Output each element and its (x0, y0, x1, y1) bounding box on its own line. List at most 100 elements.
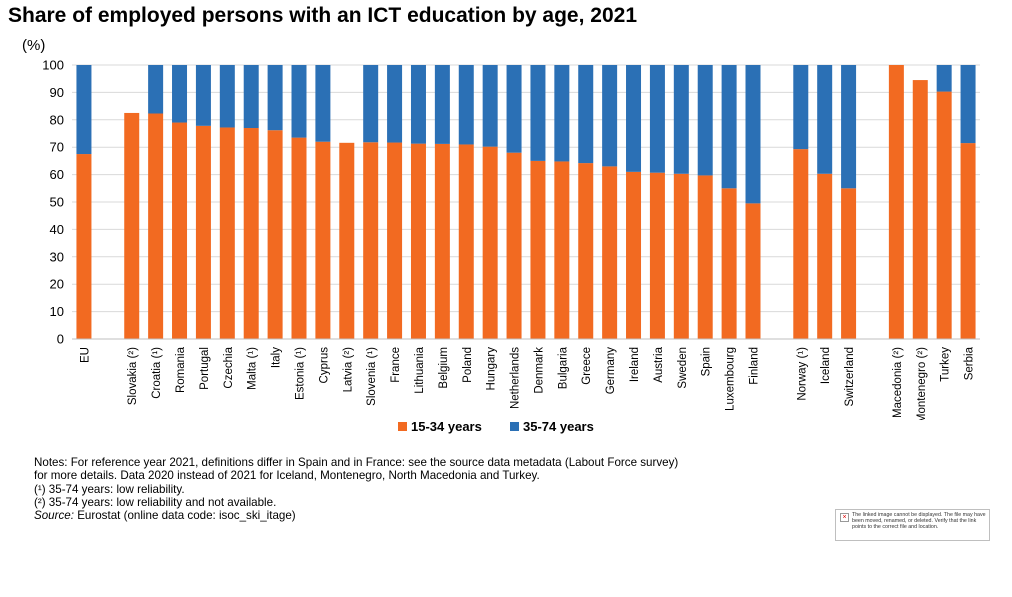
y-tick-label: 70 (50, 140, 64, 155)
bar-15-34 (960, 143, 976, 339)
x-tick-label: Luxembourg (725, 347, 737, 411)
bar-15-34 (649, 172, 665, 339)
bar-35-74 (841, 65, 857, 189)
bar-35-74 (387, 65, 403, 143)
x-tick-label: Montenegro (²) (916, 347, 928, 420)
x-tick-label: Czechia (223, 346, 235, 388)
y-tick-label: 60 (50, 167, 64, 182)
bar-15-34 (148, 113, 164, 339)
bar-35-74 (291, 65, 307, 138)
bar-15-34 (172, 122, 188, 339)
legend-item-young: 15-34 years (398, 419, 482, 434)
bar-15-34 (387, 142, 403, 339)
notes: Notes: For reference year 2021, definiti… (34, 456, 678, 522)
x-tick-label: Croatia (¹) (151, 347, 163, 399)
bar-15-34 (434, 143, 450, 339)
y-tick-label: 0 (57, 332, 64, 347)
x-tick-label: Norway (¹) (796, 347, 808, 401)
x-tick-label: Finland (749, 347, 761, 385)
bar-15-34 (76, 154, 92, 339)
bar-35-74 (530, 65, 546, 161)
x-tick-label: Germany (605, 347, 617, 395)
y-tick-label: 20 (50, 277, 64, 292)
x-tick-label: Bulgaria (557, 346, 569, 389)
y-tick-label: 100 (42, 58, 64, 73)
x-tick-label: Sweden (677, 347, 689, 389)
y-tick-label: 80 (50, 112, 64, 127)
bar-35-74 (626, 65, 642, 172)
bar-15-34 (554, 161, 570, 339)
x-tick-label: Denmark (533, 347, 545, 394)
bar-35-74 (936, 65, 952, 92)
x-tick-label: Switzerland (844, 347, 856, 406)
bar-35-74 (793, 65, 809, 150)
y-tick-label: 10 (50, 304, 64, 319)
x-tick-label: Iceland (820, 347, 832, 384)
legend-swatch-old (510, 422, 519, 431)
bar-35-74 (434, 65, 450, 144)
x-tick-label: Latvia (²) (342, 347, 354, 393)
bar-15-34 (363, 142, 379, 339)
bar-35-74 (148, 65, 164, 114)
bar-15-34 (506, 152, 522, 339)
x-tick-label: Malta (¹) (247, 347, 259, 390)
bar-15-34 (578, 163, 594, 339)
x-tick-label: Hungary (486, 347, 498, 391)
broken-image-icon: × (840, 513, 849, 522)
bar-15-34 (817, 173, 833, 339)
source-line: Source: Eurostat (online data code: isoc… (34, 509, 678, 522)
x-tick-label: Slovakia (²) (127, 347, 139, 405)
bar-35-74 (554, 65, 570, 162)
x-tick-label: Greece (581, 347, 593, 385)
bar-15-34 (697, 175, 713, 339)
bar-15-34 (410, 143, 426, 339)
bar-35-74 (458, 65, 474, 145)
bar-35-74 (578, 65, 594, 164)
y-tick-label: 40 (50, 222, 64, 237)
bar-35-74 (697, 65, 713, 176)
stacked-bar-chart: 0 10 20 30 40 50 60 70 80 90 100 EU Slovakia (²) Croa… (42, 58, 980, 420)
x-tick-label: Cyprus (318, 347, 330, 384)
bar-35-74 (243, 65, 259, 129)
bar-15-34 (219, 127, 235, 339)
bar-35-74 (721, 65, 737, 189)
bar-35-74 (649, 65, 665, 173)
bar-15-34 (673, 173, 689, 339)
x-tick-label: Turkey (940, 347, 952, 382)
x-tick-label: Spain (701, 347, 713, 376)
footnote-2: (²) 35-74 years: low reliability and not… (34, 495, 277, 509)
y-tick-label: 30 (50, 249, 64, 264)
bar-15-34 (888, 65, 904, 339)
bar-35-74 (76, 65, 92, 155)
x-tick-label: Austria (653, 346, 665, 382)
bar-15-34 (626, 171, 642, 339)
bar-15-34 (912, 80, 928, 339)
legend-item-old: 35-74 years (510, 419, 594, 434)
bar-35-74 (267, 65, 283, 131)
bar-15-34 (793, 149, 809, 339)
bar-15-34 (482, 146, 498, 339)
bar-15-34 (243, 128, 259, 339)
x-tick-label: Lithuania (414, 346, 426, 393)
broken-image-message: The linked image cannot be displayed. Th… (852, 512, 986, 531)
legend-label-young: 15-34 years (411, 419, 482, 434)
bar-15-34 (291, 137, 307, 339)
bar-35-74 (960, 65, 976, 144)
y-tick-label: 90 (50, 85, 64, 100)
footnote-1: (¹) 35-74 years: low reliability. (34, 482, 185, 496)
chart-title: Share of employed persons with an ICT ed… (8, 4, 637, 27)
broken-image-placeholder: × The linked image cannot be displayed. … (835, 509, 990, 541)
bar-35-74 (817, 65, 833, 174)
bar-15-34 (745, 203, 761, 339)
source-label: Source: (34, 509, 74, 523)
bar-15-34 (458, 144, 474, 339)
x-tick-label: Italy (271, 347, 283, 368)
x-tick-label: EU (79, 347, 91, 363)
bar-35-74 (195, 65, 211, 126)
bar-15-34 (267, 130, 283, 339)
bar-15-34 (315, 141, 331, 339)
bar-15-34 (195, 125, 211, 339)
bar-35-74 (602, 65, 618, 167)
notes-line-1: Notes: For reference year 2021, definiti… (34, 456, 679, 469)
x-tick-label: North Macedonia (²) (892, 347, 904, 420)
